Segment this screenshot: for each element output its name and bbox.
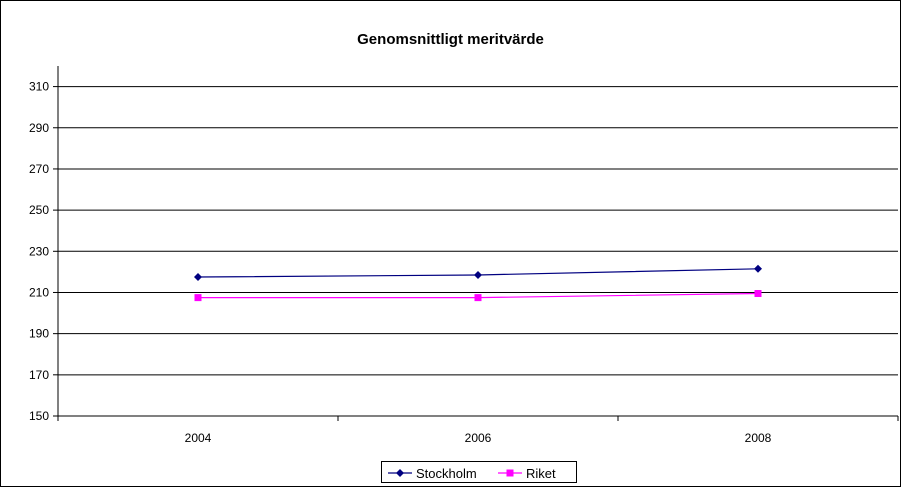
y-tick-label: 270 [29,162,49,176]
legend-label-riket: Riket [526,466,556,481]
data-point-riket [194,294,202,302]
legend: Stockholm Riket [381,461,577,483]
data-point-stockholm [194,273,202,282]
legend-marker-stockholm [396,469,404,477]
legend-label-stockholm: Stockholm [416,466,477,481]
y-tick-label: 170 [29,368,49,382]
y-tick-label: 230 [29,244,49,258]
data-point-riket [474,294,482,302]
data-point-stockholm [474,270,482,279]
y-tick-label: 310 [29,80,49,94]
y-tick-label: 250 [29,203,49,217]
y-tick-label: 190 [29,327,49,341]
y-tick-label: 150 [29,409,49,423]
x-tick-label: 2004 [185,431,212,445]
y-tick-label: 210 [29,285,49,299]
x-tick-label: 2008 [745,431,772,445]
data-point-riket [754,290,762,297]
x-tick-label: 2006 [465,431,492,445]
data-point-stockholm [754,264,762,273]
y-tick-label: 290 [29,121,49,135]
chart-title: Genomsnittligt meritvärde [357,31,544,48]
legend-marker-riket [506,469,514,477]
